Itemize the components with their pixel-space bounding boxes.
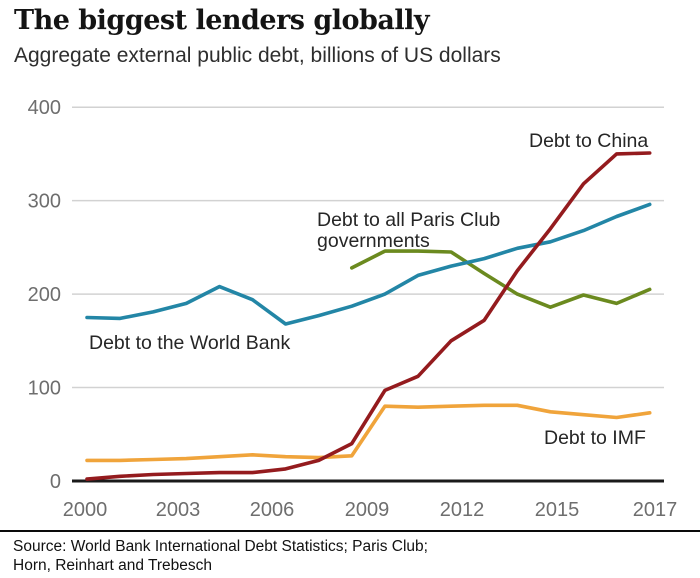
- x-tick-label: 2012: [440, 499, 485, 521]
- source-line-1: Source: World Bank International Debt St…: [13, 538, 428, 555]
- paris-club-series-label-line2: governments: [317, 230, 430, 252]
- y-tick-label: 100: [28, 378, 61, 400]
- series-line-paris_club: [349, 249, 652, 310]
- series-line-china: [85, 151, 652, 481]
- china-series-label: Debt to China: [529, 130, 648, 152]
- source-line-2: Horn, Reinhart and Trebesch: [13, 557, 213, 574]
- footer-divider: [0, 530, 700, 532]
- x-tick-label: 2009: [345, 499, 390, 521]
- series-line-imf: [85, 403, 652, 463]
- chart-annotations: Debt to China Debt to all Paris Club gov…: [89, 130, 648, 449]
- page-title: The biggest lenders globally: [14, 5, 430, 36]
- page-subtitle: Aggregate external public debt, billions…: [14, 44, 501, 67]
- source-note: Source: World Bank International Debt St…: [13, 537, 428, 575]
- y-tick-label: 400: [28, 97, 61, 119]
- x-tick-label: 2006: [250, 499, 295, 521]
- y-tick-label: 200: [28, 284, 61, 306]
- x-tick-label: 2003: [156, 499, 201, 521]
- x-tick-label: 2000: [63, 499, 108, 521]
- world-bank-series-label: Debt to the World Bank: [89, 332, 290, 354]
- x-tick-label: 2015: [535, 499, 580, 521]
- imf-series-label: Debt to IMF: [544, 427, 646, 449]
- paris-club-series-label-line1: Debt to all Paris Club: [317, 209, 500, 231]
- series-line-world_bank: [85, 202, 652, 326]
- y-tick-label: 300: [28, 191, 61, 213]
- x-tick-label: 2017: [633, 499, 678, 521]
- y-tick-label: 0: [50, 471, 61, 493]
